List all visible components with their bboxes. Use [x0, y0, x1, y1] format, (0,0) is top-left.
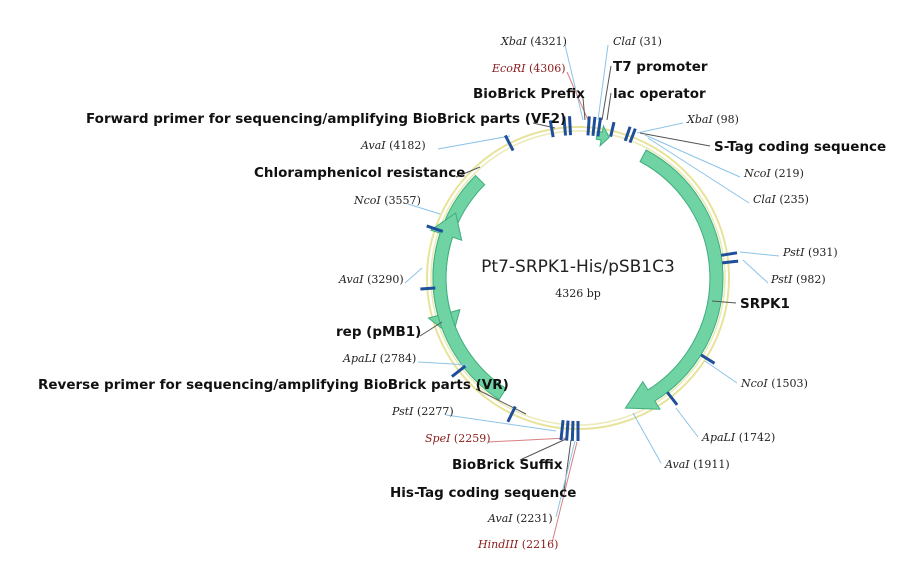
tick-ava3290 — [420, 286, 436, 291]
tick-pst2277 — [559, 420, 565, 441]
feature-label-his: His-Tag coding sequence — [390, 485, 576, 501]
tick-apa2784 — [450, 364, 467, 378]
leader-xba4321 — [564, 44, 584, 121]
site-label-xba98: XbaI (98) — [686, 113, 739, 126]
tick-spe2259 — [565, 420, 570, 441]
site-label-ava1911: AvaI (1911) — [664, 458, 730, 471]
site-label-nco1503: NcoI (1503) — [740, 377, 808, 390]
plasmid-size: 4326 bp — [555, 287, 601, 300]
site-label-hind2216: HindIII (2216) — [477, 538, 558, 551]
leader-nco1503 — [704, 360, 738, 384]
leader-xba98 — [636, 122, 684, 134]
tick-ava4182 — [504, 134, 515, 152]
site-label-apa1742: ApaLI (1742) — [701, 431, 775, 444]
leader-suffix — [519, 438, 567, 461]
leader-his — [563, 439, 572, 492]
site-label-spe2259: SpeI (2259) — [425, 432, 491, 445]
tick-vr — [506, 405, 517, 423]
tick-pst982 — [722, 259, 739, 265]
site-label-nco219: NcoI (219) — [743, 167, 804, 180]
rep-pmb1-arrow — [429, 212, 507, 401]
leader-apa1742 — [675, 407, 699, 438]
feature-label-rep: rep (pMB1) — [336, 324, 421, 340]
leader-prefix — [582, 97, 586, 121]
site-label-ava2231: AvaI (2231) — [487, 512, 553, 525]
leader-rep — [419, 321, 443, 337]
leader-hind2216 — [551, 441, 578, 544]
site-label-xba4321: XbaI (4321) — [500, 35, 567, 48]
tick-eco4306 — [568, 116, 573, 136]
leader-ava1911 — [632, 412, 662, 464]
leader-ava2231 — [555, 440, 576, 518]
leader-vr — [475, 388, 527, 415]
leader-t7 — [601, 65, 612, 121]
leader-cmr — [455, 166, 481, 178]
leader-nco3557 — [407, 203, 441, 215]
tick-nco1503 — [700, 353, 716, 365]
site-label-pst982: PstI (982) — [770, 273, 826, 286]
feature-label-suffix: BioBrick Suffix — [452, 457, 563, 473]
site-label-ava3290: AvaI (3290) — [338, 273, 404, 286]
tick-xba98 — [609, 121, 616, 138]
site-label-pst931: PstI (931) — [782, 246, 838, 259]
leader-srpk1 — [711, 300, 737, 304]
site-ticks — [420, 116, 739, 441]
leader-ava4182 — [437, 135, 511, 150]
leader-cla235 — [647, 137, 750, 204]
tick-nco219 — [623, 126, 632, 142]
tick-cla235 — [628, 128, 637, 144]
feature-label-vf2: Forward primer for sequencing/amplifying… — [86, 111, 566, 127]
site-label-ava4182: AvaI (4182) — [360, 139, 426, 152]
feature-label-srpk1: SRPK1 — [740, 296, 790, 312]
feature-label-chloramphenicol: Chloramphenicol resistance — [254, 165, 465, 181]
srpk1-arrow — [624, 149, 724, 410]
site-label-apa2784: ApaLI (2784) — [342, 352, 416, 365]
leader-lac — [606, 92, 612, 121]
leader-ava3290 — [404, 267, 423, 284]
leader-nco219 — [644, 134, 741, 178]
feature-label-vr: Reverse primer for sequencing/amplifying… — [38, 377, 509, 393]
leader-pst982 — [742, 259, 769, 284]
site-label-cla235: ClaI (235) — [753, 193, 809, 206]
plasmid-name: Pt7-SRPK1-His/pSB1C3 — [481, 257, 675, 277]
tick-cla31 — [586, 116, 591, 136]
leader-spe2259 — [487, 437, 568, 443]
site-label-cla31: ClaI (31) — [613, 35, 662, 48]
site-label-eco4306: EcoRI (4306) — [491, 62, 566, 75]
tick-lac — [596, 117, 603, 137]
site-label-pst2277: PstI (2277) — [391, 405, 454, 418]
feature-label-s-tag: S-Tag coding sequence — [714, 139, 886, 155]
site-label-nco3557: NcoI (3557) — [353, 194, 421, 207]
leader-cla31 — [597, 44, 609, 121]
feature-label-prefix: BioBrick Prefix — [473, 86, 585, 102]
leader-apa2784 — [417, 361, 471, 366]
tick-apa1742 — [666, 391, 679, 406]
tick-nco3557 — [426, 224, 444, 233]
leader-stag — [639, 132, 711, 147]
tick-pst931 — [720, 251, 738, 257]
feature-label-t7: T7 promoter — [613, 59, 708, 75]
leader-lines — [404, 44, 780, 544]
feature-label-lac: lac operator — [613, 86, 706, 102]
tick-suffix1 — [570, 420, 575, 441]
tick-t7 — [591, 116, 597, 136]
leader-pst2277 — [445, 414, 557, 432]
tick-xba4321 — [562, 116, 568, 136]
tick-vf2 — [548, 120, 555, 138]
leader-pst931 — [739, 251, 780, 257]
